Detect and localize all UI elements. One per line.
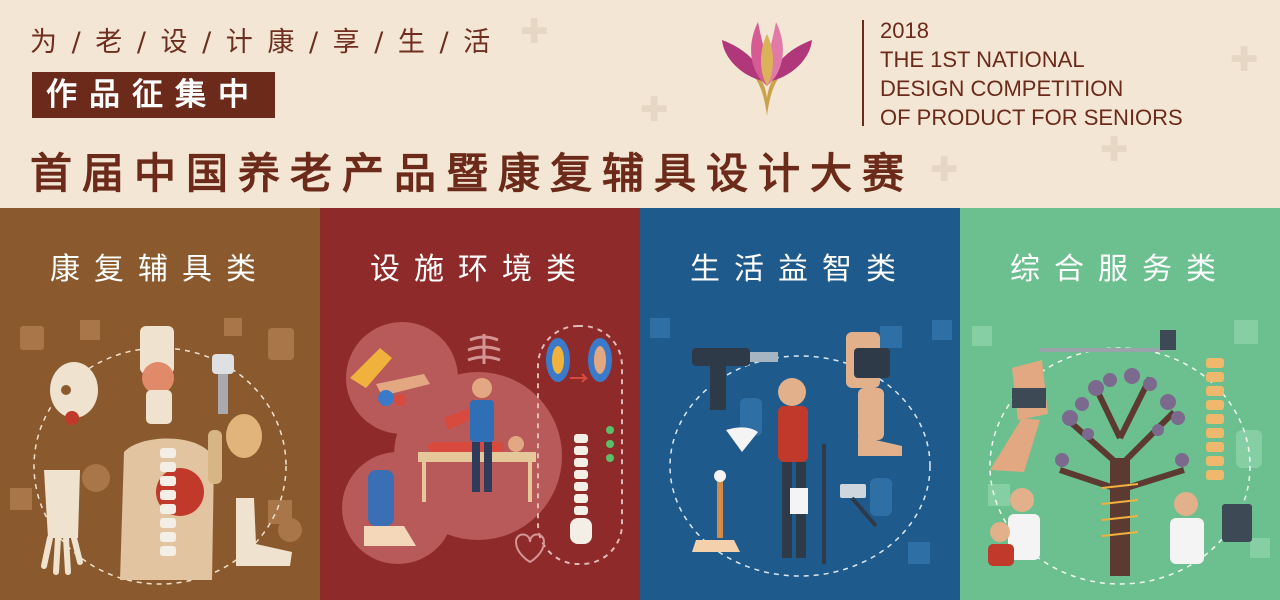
lotus-logo-icon [722,22,812,116]
life-puzzle-illustration [650,318,952,577]
year-label: 2018 [880,18,929,43]
english-title-line2: DESIGN COMPETITION [880,76,1124,101]
category-panel-service[interactable]: 综合服务类 [960,208,1280,600]
category-title: 康复辅具类 [50,252,270,287]
call-for-entries-label: 作品征集中 [32,72,275,118]
category-title: 设施环境类 [370,252,590,287]
category-panels: 康复辅具类 [0,208,1280,600]
english-title: 2018 THE 1ST NATIONAL DESIGN COMPETITION… [880,16,1260,132]
category-title: 综合服务类 [1010,252,1230,287]
plus-icon: ✚ [1100,130,1129,170]
facility-environment-illustration [342,322,623,565]
plus-icon: ✚ [520,12,549,52]
plus-icon: ✚ [930,150,959,190]
category-panel-life[interactable]: 生活益智类 [640,208,960,600]
plus-icon: ✚ [1230,40,1259,80]
slogan: 为 / 老 / 设 / 计 康 / 享 / 生 / 活 [30,27,494,58]
plus-icon: ✚ [640,90,669,130]
category-panel-facility[interactable]: 设施环境类 [320,208,640,600]
english-title-line3: OF PRODUCT FOR SENIORS [880,105,1183,130]
header-banner: ✚ ✚ ✚ ✚ ✚ 为 / 老 / 设 / 计 康 / 享 / 生 / 活 作品… [0,0,1280,208]
rehab-aids-illustration [10,318,302,585]
english-title-line1: THE 1ST NATIONAL [880,47,1085,72]
title-divider [862,20,864,126]
category-panel-rehab[interactable]: 康复辅具类 [0,208,320,600]
category-title: 生活益智类 [690,252,910,287]
page-title: 首届中国养老产品暨康复辅具设计大赛 [30,149,915,198]
comprehensive-service-illustration [972,320,1270,585]
